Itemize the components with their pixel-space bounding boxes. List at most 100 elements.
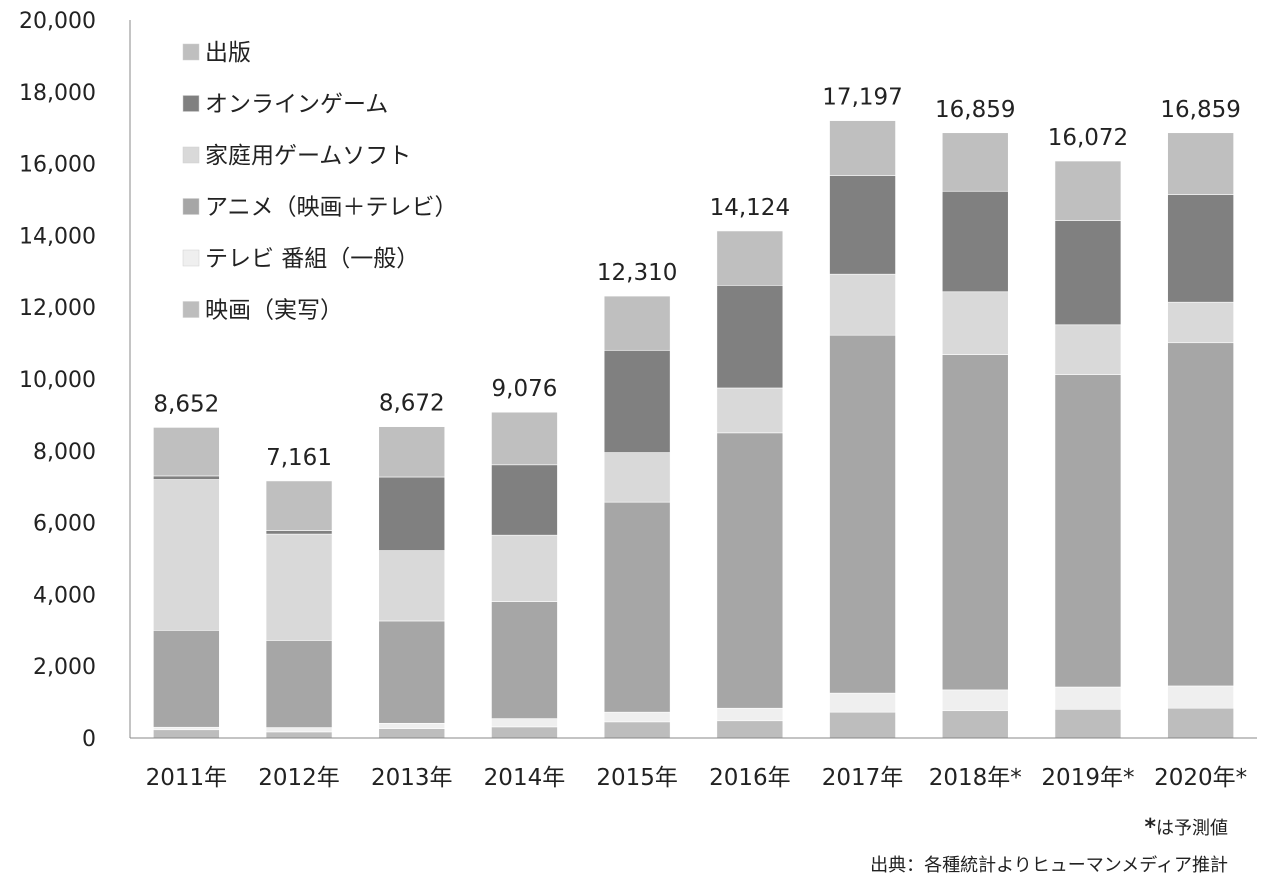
total-label: 7,161 [266,445,332,471]
bar-segment [829,711,896,739]
total-label: 12,310 [597,260,677,286]
bar-stack [716,230,784,739]
bar-segment [265,731,333,739]
bar-segment [1167,342,1234,687]
legend-swatch [182,43,200,61]
legend-label: 家庭用ゲームソフト [205,143,411,169]
legend-item: 家庭用ゲームソフト [182,143,411,169]
bar-segment [941,689,1009,712]
total-label: 17,197 [822,85,902,111]
bar-segment [603,501,671,713]
bar-segment [716,720,784,739]
forecast-note: *は予測値 [1144,814,1228,840]
bar-segment [716,707,784,722]
bar-segment [603,295,671,351]
y-tick-label: 12,000 [19,296,96,321]
bar-segment [603,711,671,723]
bar-segment [153,427,220,477]
legend-label: アニメ（映画＋テレビ） [205,195,458,221]
forecast-asterisk: * [1144,815,1156,840]
legend-label: テレビ 番組（一般） [205,246,419,272]
x-tick-label: 2014年 [484,765,566,791]
total-label: 16,859 [935,97,1015,123]
bar-segment [1167,132,1234,195]
total-labels: 8,652 7,161 8,672 9,076 12,310 14,124 17,197 16… [153,85,1240,471]
bar-segment [153,726,220,731]
total-label: 14,124 [710,195,790,221]
bar-segment [1167,194,1234,303]
legend-swatch [182,301,200,318]
legend-swatch [182,249,200,267]
x-tick-label: 2017年 [822,765,904,791]
bar-segment [1054,374,1122,688]
bar-segment [265,480,333,531]
legend-swatch [182,146,200,164]
total-label: 8,652 [153,391,219,417]
y-tick-label: 2,000 [33,655,96,680]
bar-segment [491,464,558,536]
y-tick-label: 10,000 [19,368,96,393]
bar-segment [1167,685,1234,709]
x-tick-label: 2018年* [929,765,1022,791]
bar-segment [491,718,558,728]
y-axis: 0 2,000 4,000 6,000 8,000 10,000 12,000 14,000 1… [19,9,131,752]
bar-stacks [153,120,1234,739]
bar-stack [603,295,671,739]
bar-segment [1054,324,1122,375]
bar-stack [153,427,220,739]
y-tick-label: 14,000 [19,224,96,249]
bar-segment [941,132,1009,192]
bar-segment [265,640,333,728]
x-tick-label: 2012年 [258,765,340,791]
bar-segment [1054,160,1122,221]
bar-segment [378,476,446,551]
bar-segment [153,475,220,480]
bar-stack [265,480,333,739]
total-label: 9,076 [492,376,558,402]
x-tick-label: 2013年 [371,765,453,791]
legend-label: オンラインゲーム [205,92,388,118]
x-tick-label: 2015年 [596,765,678,791]
bar-segment [265,530,333,535]
legend-item: 出版 [182,40,251,66]
bar-segment [941,291,1009,355]
bar-segment [829,273,896,336]
bar-segment [829,175,896,275]
total-label: 16,072 [1048,125,1128,151]
bar-stack [941,132,1009,739]
forecast-note-text: は予測値 [1156,818,1228,839]
bar-segment [491,411,558,466]
bar-segment [941,354,1009,691]
bar-segment [153,729,220,739]
x-tick-label: 2019年* [1041,765,1134,791]
bar-segment [829,120,896,176]
bar-segment [829,692,896,713]
bar-stack [1167,132,1234,739]
bar-segment [378,728,446,739]
y-tick-label: 20,000 [19,9,96,34]
bar-segment [1054,708,1122,739]
bar-segment [378,426,446,478]
bar-stack [1054,160,1122,739]
legend-item: アニメ（映画＋テレビ） [182,195,458,221]
bar-segment [941,710,1009,739]
y-tick-label: 16,000 [19,153,96,178]
bar-segment [378,550,446,622]
bar-segment [153,629,220,728]
bar-segment [378,620,446,724]
bar-segment [603,349,671,453]
bar-stack [491,411,558,739]
bar-segment [1167,707,1234,739]
legend-label: 映画（実写） [205,298,343,324]
y-tick-label: 6,000 [33,512,96,537]
legend-label: 出版 [205,40,251,66]
y-tick-label: 4,000 [33,583,96,608]
legend-item: テレビ 番組（一般） [182,246,419,272]
x-tick-label: 2011年 [146,765,228,791]
bar-segment [378,722,446,729]
y-tick-label: 0 [82,727,96,752]
total-label: 16,859 [1160,97,1240,123]
legend-swatch [182,198,200,215]
bar-segment [491,726,558,739]
